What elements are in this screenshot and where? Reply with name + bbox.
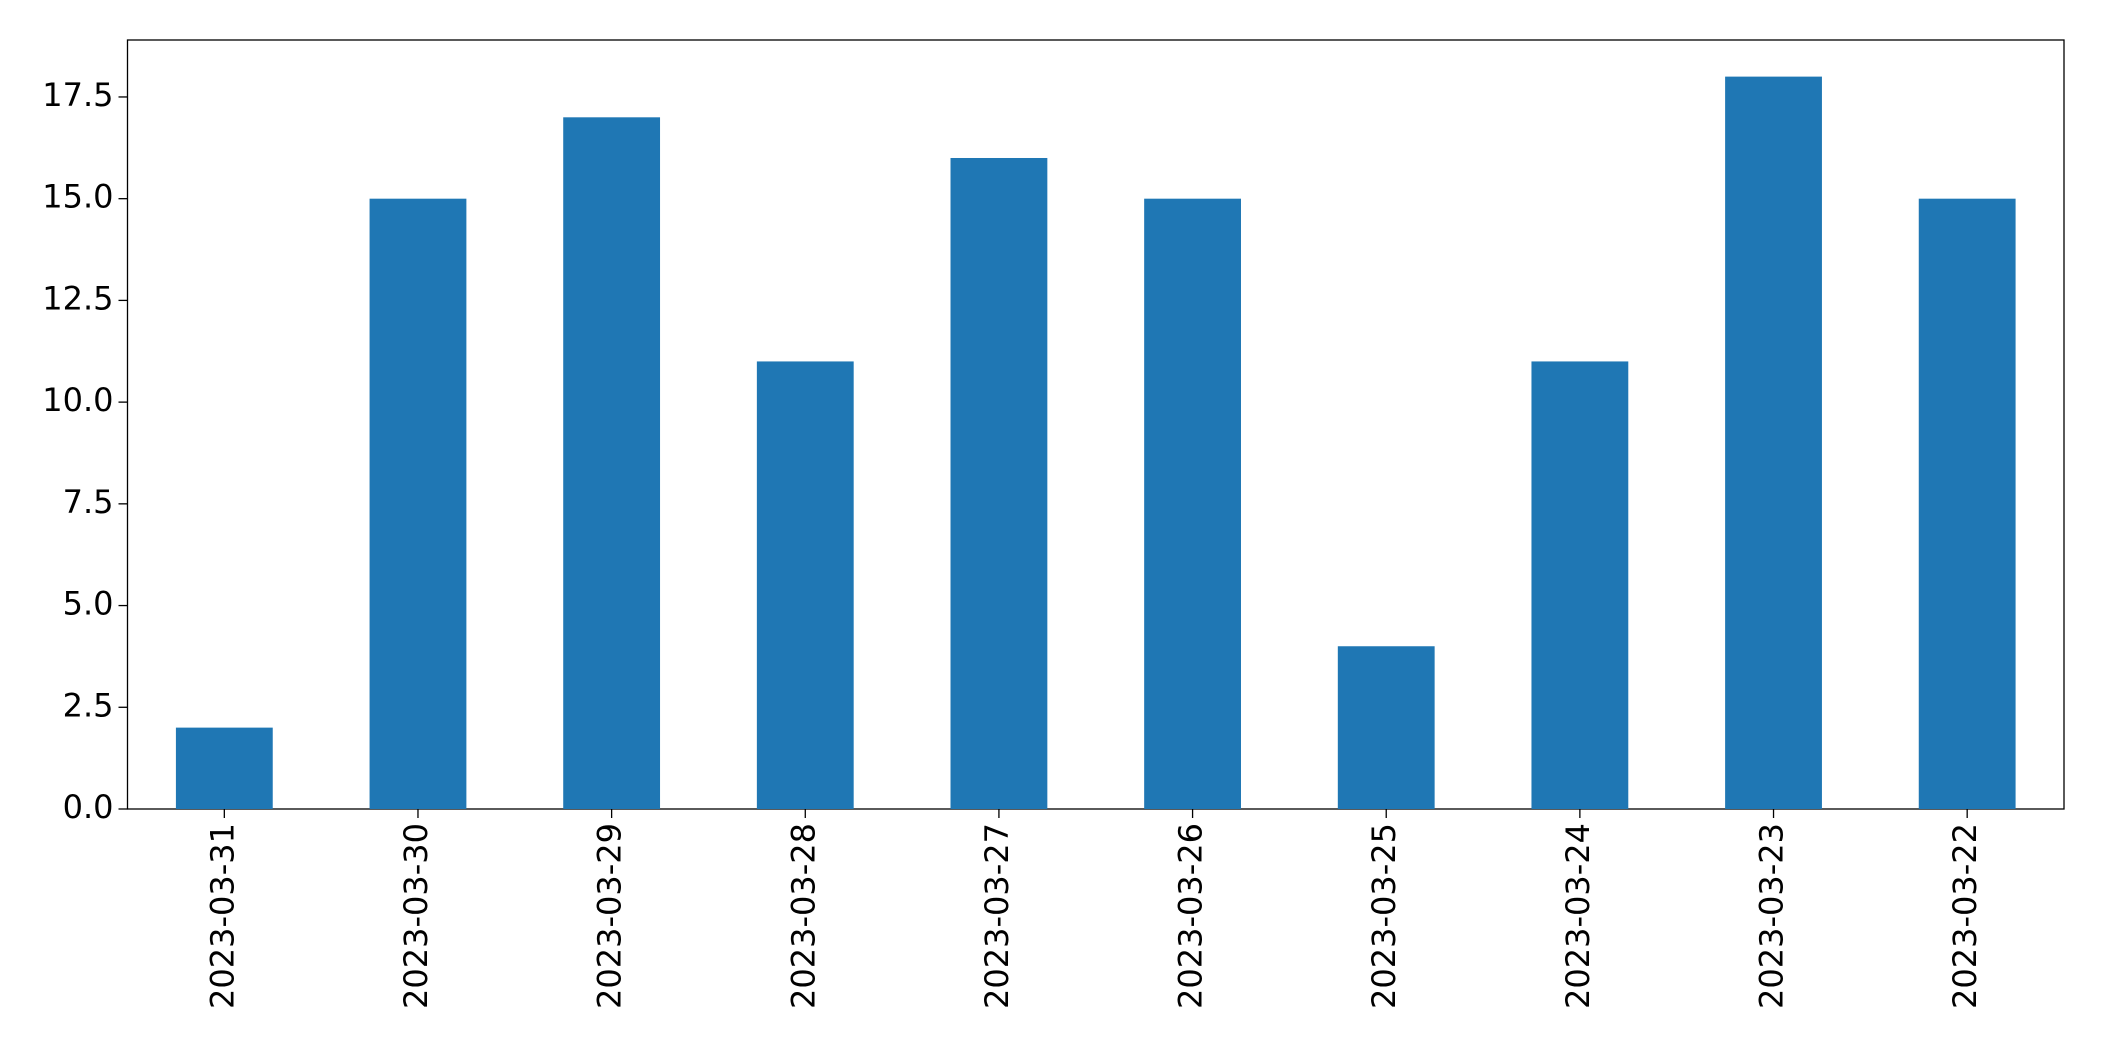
y-tick-label: 2.5: [63, 686, 114, 724]
y-tick-label: 15.0: [42, 178, 113, 216]
y-tick-label: 7.5: [63, 483, 114, 521]
bar: [563, 117, 661, 809]
y-tick-label: 5.0: [63, 585, 114, 623]
bar: [1337, 646, 1435, 809]
bar: [1531, 361, 1629, 809]
bar: [1725, 76, 1822, 810]
bar: [369, 198, 467, 809]
x-tick-label: 2023-03-28: [784, 823, 822, 1009]
bar: [1918, 198, 2016, 809]
x-tick-label: 2023-03-26: [1172, 823, 1210, 1009]
y-tick-label: 0.0: [63, 788, 114, 826]
x-tick-label: 2023-03-22: [1946, 823, 1984, 1009]
y-tick-label: 17.5: [42, 76, 113, 114]
x-tick-label: 2023-03-30: [397, 823, 435, 1009]
y-tick-label: 10.0: [42, 381, 113, 419]
x-tick-label: 2023-03-29: [591, 823, 629, 1009]
bar: [175, 727, 273, 809]
x-tick-label: 2023-03-24: [1559, 823, 1597, 1009]
bar: [950, 157, 1048, 810]
bar: [756, 361, 854, 809]
plot-frame: [126, 39, 2065, 810]
x-tick-label: 2023-03-23: [1753, 823, 1791, 1009]
x-tick-label: 2023-03-31: [203, 823, 241, 1009]
y-tick-label: 12.5: [42, 279, 113, 317]
x-tick-label: 2023-03-27: [978, 823, 1016, 1009]
bar: [1144, 198, 1241, 809]
x-tick-label: 2023-03-25: [1365, 823, 1403, 1009]
